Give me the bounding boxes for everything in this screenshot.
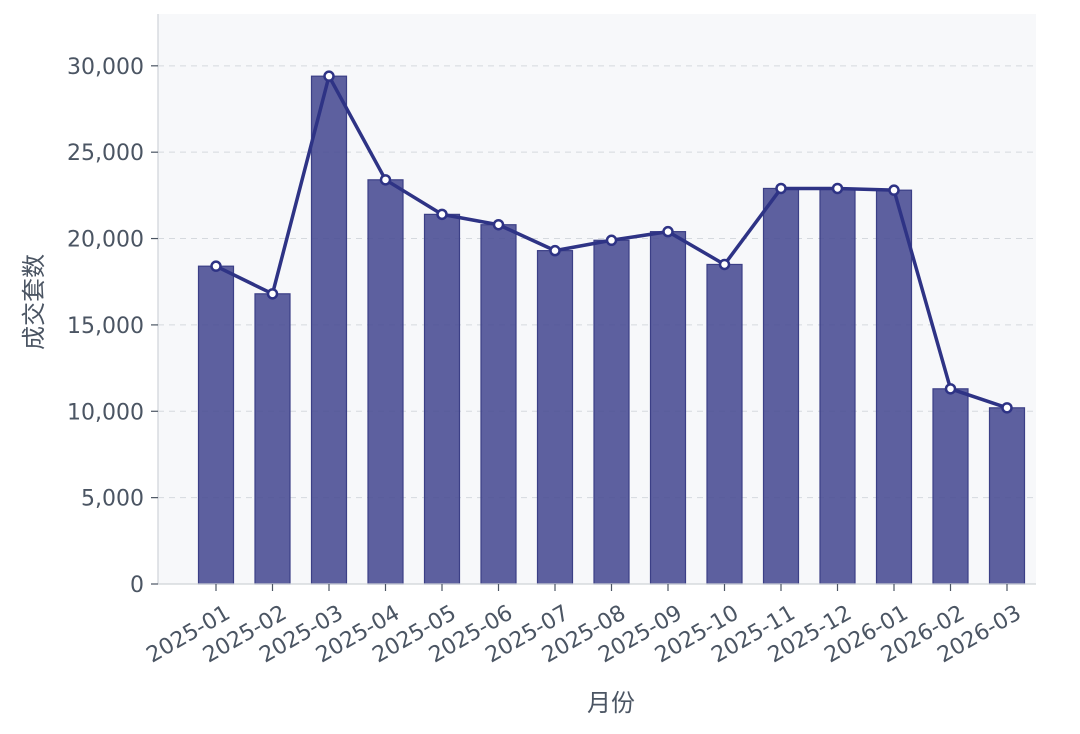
bar: [875, 189, 913, 585]
bar: [536, 250, 574, 585]
trend-point: [492, 218, 505, 231]
y-tick-label: 15,000: [67, 314, 144, 339]
bar: [932, 388, 969, 585]
trend-point: [549, 244, 561, 257]
bar: [367, 179, 404, 585]
bar: [197, 265, 235, 585]
x-axis-title: 月份: [587, 689, 635, 717]
trend-points: [210, 70, 1013, 414]
trend-point: [831, 182, 844, 195]
bar: [423, 213, 461, 585]
trend-point: [605, 234, 618, 247]
trend-point: [775, 182, 787, 195]
trend-point: [436, 208, 448, 221]
bar: [649, 231, 687, 585]
trend-point: [662, 225, 674, 238]
bar: [254, 293, 291, 585]
trend-point: [888, 184, 900, 196]
bar: [480, 224, 517, 585]
y-axis-ticks: 0 5,000 10,000 15,000 20,000 25,000 30,000: [67, 55, 158, 598]
trend-point: [944, 383, 957, 395]
bar: [988, 407, 1026, 585]
bar: [706, 263, 743, 585]
bar: [593, 239, 630, 585]
bar: [310, 75, 348, 585]
y-tick-label: 10,000: [67, 400, 144, 425]
trend-point: [1001, 402, 1013, 414]
y-tick-label: 0: [130, 573, 144, 598]
trend-point: [266, 288, 279, 300]
trend-point: [210, 260, 222, 272]
bars: [197, 75, 1026, 585]
trend-point: [323, 70, 335, 82]
y-tick-label: 30,000: [67, 55, 144, 80]
y-tick-label: 25,000: [67, 141, 144, 166]
x-axis-ticks: 2025-012025-022025-032025-042025-052025-…: [142, 584, 1026, 668]
trend-point: [718, 258, 731, 271]
y-tick-label: 20,000: [67, 228, 144, 253]
trend-point: [379, 174, 392, 186]
y-tick-label: 5,000: [81, 487, 144, 512]
y-axis-title: 成交套数: [20, 254, 48, 350]
bar: [819, 187, 856, 585]
bar: [762, 187, 800, 585]
